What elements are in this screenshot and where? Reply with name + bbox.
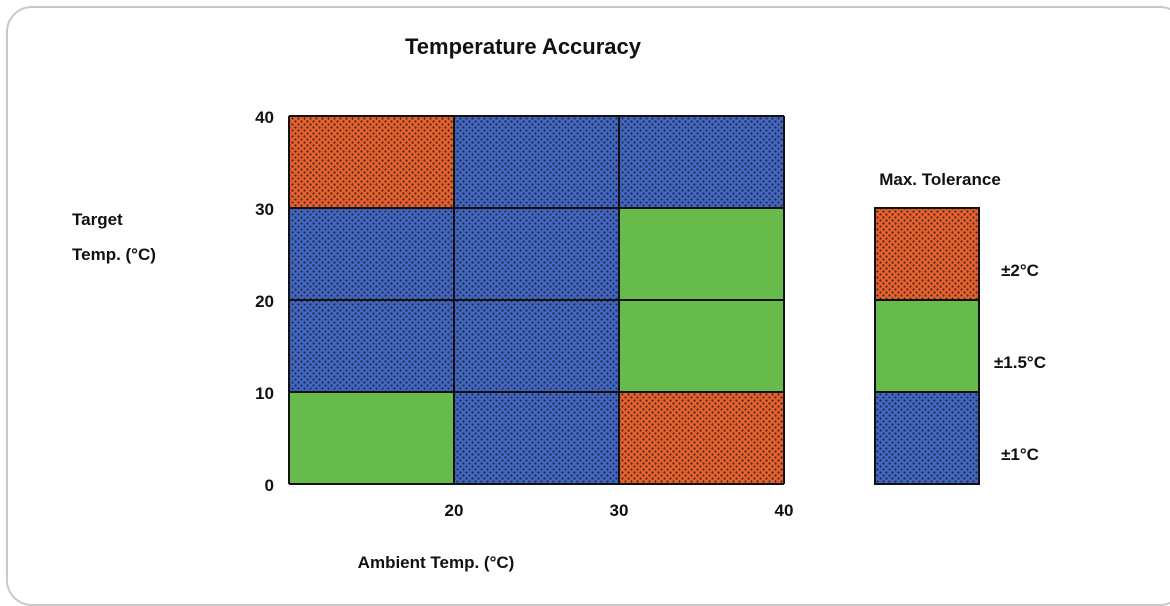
heatmap-cell (454, 208, 619, 300)
heatmap-cell (289, 208, 454, 300)
heatmap-cell (289, 300, 454, 392)
y-axis-label-line-1: Target (72, 210, 123, 229)
x-tick-label: 20 (445, 501, 464, 520)
legend: Max. Tolerance ±2°C ±1.5°C ±1°C (874, 170, 1046, 485)
legend-item: ±1.5°C (875, 300, 1046, 392)
heatmap-cell (454, 392, 619, 484)
legend-border (874, 207, 980, 485)
legend-item: ±1°C (875, 392, 1039, 484)
heatmap-cell (619, 208, 784, 300)
heatmap-cell (289, 392, 454, 484)
legend-title: Max. Tolerance (879, 170, 1001, 189)
heatmap-cell (454, 116, 619, 208)
y-tick-label: 20 (255, 292, 274, 311)
legend-swatch (875, 300, 979, 392)
heatmap-grid (288, 115, 785, 485)
chart-title: Temperature Accuracy (405, 34, 642, 59)
axis-ticks: 0 10 20 30 40 20 30 40 (255, 108, 793, 520)
legend-item-label: ±1.5°C (994, 353, 1046, 372)
y-tick-label: 0 (265, 476, 274, 495)
y-axis-label-line-2: Temp. (°C) (72, 245, 156, 264)
heatmap-cell (619, 116, 784, 208)
legend-item-label: ±2°C (1001, 261, 1039, 280)
x-tick-label: 40 (775, 501, 794, 520)
x-axis-label: Ambient Temp. (°C) (358, 553, 515, 572)
heatmap-cell (619, 300, 784, 392)
heatmap-cell (619, 392, 784, 484)
y-tick-label: 40 (255, 108, 274, 127)
y-tick-label: 10 (255, 384, 274, 403)
legend-swatch (875, 208, 979, 300)
heatmap-cells (289, 116, 784, 484)
heatmap-cell (289, 116, 454, 208)
legend-item: ±2°C (875, 208, 1039, 300)
heatmap-cell (454, 300, 619, 392)
temperature-accuracy-chart: Temperature Accuracy Target Temp. (°C) A… (72, 34, 1046, 572)
y-tick-label: 30 (255, 200, 274, 219)
legend-item-label: ±1°C (1001, 445, 1039, 464)
legend-swatch (875, 392, 979, 484)
x-tick-label: 30 (610, 501, 629, 520)
